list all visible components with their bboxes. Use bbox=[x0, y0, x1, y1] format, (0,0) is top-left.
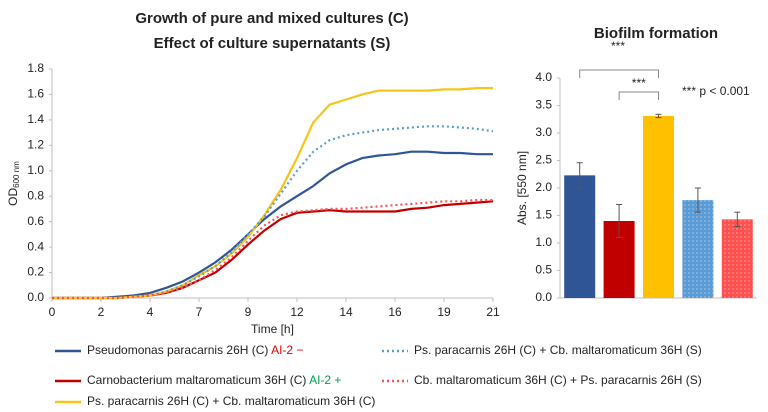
significance-bracket bbox=[618, 91, 659, 100]
y-tick-label: 1.6 bbox=[27, 87, 44, 101]
y-tick-label: 0.5 bbox=[535, 263, 552, 277]
x-tick-label: 12 bbox=[290, 305, 304, 319]
y-axis-label: OD600 nm bbox=[6, 161, 21, 206]
legend-name: Ps. paracarnis 26H (C) + Cb. maltaromati… bbox=[414, 343, 702, 357]
series-line bbox=[52, 150, 493, 300]
y-tick-label: 0.2 bbox=[27, 265, 44, 279]
legend-suffix: AI-2 + bbox=[309, 373, 341, 387]
significance-bracket bbox=[579, 69, 659, 78]
significance-label: *** bbox=[632, 76, 646, 90]
x-tick-label: 9 bbox=[245, 305, 252, 319]
legend-label: Ps. paracarnis 26H (C) + Cb. maltaromati… bbox=[87, 394, 375, 408]
y-axis-label: Abs. [550 nm] bbox=[515, 151, 529, 225]
bar bbox=[643, 115, 674, 298]
y-axis-label-sub: 600 nm bbox=[12, 161, 21, 188]
y-tick-label: 1.5 bbox=[535, 208, 552, 222]
legend-name: Cb. maltaromaticum 36H (C) + Ps. paracar… bbox=[414, 373, 702, 387]
series-line bbox=[52, 200, 494, 300]
x-tick-label: 21 bbox=[486, 305, 500, 319]
chart-title: Biofilm formation bbox=[594, 25, 718, 42]
y-tick-label: 0.0 bbox=[27, 290, 44, 304]
legend-name: Ps. paracarnis 26H (C) + Cb. maltaromati… bbox=[87, 394, 375, 408]
y-tick-label: 0.6 bbox=[27, 214, 44, 228]
y-tick-label: 0.8 bbox=[27, 188, 44, 202]
y-axis-label-main: OD bbox=[6, 188, 20, 206]
series-line bbox=[52, 87, 493, 300]
x-tick-label: 0 bbox=[49, 305, 56, 319]
legend-name: Pseudomonas paracarnis 26H (C) bbox=[87, 343, 268, 357]
legend-suffix: AI-2 − bbox=[271, 343, 303, 357]
y-tick-label: 1.0 bbox=[27, 163, 44, 177]
y-tick-label: 1.8 bbox=[27, 61, 44, 75]
bar-pattern bbox=[682, 200, 714, 298]
bar bbox=[564, 175, 596, 298]
x-tick-label: 4 bbox=[147, 305, 154, 319]
chart-title: Growth of pure and mixed cultures (C) bbox=[135, 10, 408, 27]
significance-label: *** bbox=[611, 39, 625, 53]
series-line bbox=[52, 198, 493, 300]
legend-name: Carnobacterium maltaromaticum 36H (C) bbox=[87, 373, 306, 387]
y-tick-label: 2.5 bbox=[535, 153, 552, 167]
x-axis-label: Time [h] bbox=[251, 322, 294, 336]
y-tick-label: 1.2 bbox=[27, 138, 44, 152]
y-tick-label: 0.0 bbox=[535, 290, 552, 304]
legend-label: Ps. paracarnis 26H (C) + Cb. maltaromati… bbox=[414, 343, 702, 357]
legend-label: Cb. maltaromaticum 36H (C) + Ps. paracar… bbox=[414, 373, 702, 387]
x-tick-label: 2 bbox=[98, 305, 105, 319]
chart-title: Effect of culture supernatants (S) bbox=[154, 35, 391, 52]
bar-pattern bbox=[721, 219, 753, 298]
y-tick-label: 1.4 bbox=[27, 112, 44, 126]
y-tick-label: 3.0 bbox=[535, 125, 552, 139]
x-tick-label: 14 bbox=[339, 305, 353, 319]
legend-label: Carnobacterium maltaromaticum 36H (C) AI… bbox=[87, 373, 341, 387]
y-tick-label: 3.5 bbox=[535, 98, 552, 112]
legend-label: Pseudomonas paracarnis 26H (C) AI-2 − bbox=[87, 343, 303, 357]
y-tick-label: 0.4 bbox=[27, 239, 44, 253]
x-tick-label: 16 bbox=[388, 305, 402, 319]
y-tick-label: 4.0 bbox=[535, 70, 552, 84]
x-tick-label: 19 bbox=[437, 305, 451, 319]
annotation: *** p < 0.001 bbox=[682, 84, 750, 98]
y-tick-label: 2.0 bbox=[535, 180, 552, 194]
y-tick-label: 1.0 bbox=[535, 235, 552, 249]
x-tick-label: 7 bbox=[196, 305, 203, 319]
